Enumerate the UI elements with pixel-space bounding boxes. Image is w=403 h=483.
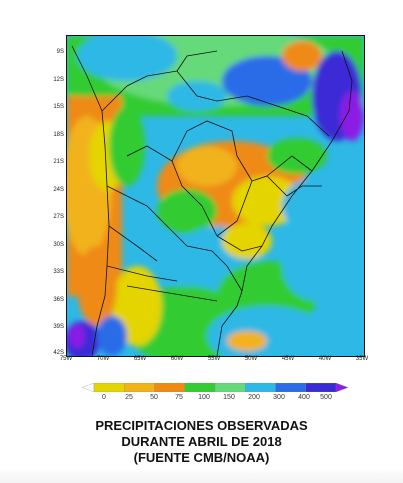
legend-tick: 150 bbox=[223, 394, 235, 401]
lat-label: 18S bbox=[53, 132, 64, 138]
lon-label: 65W bbox=[133, 356, 147, 362]
lat-label: 24S bbox=[53, 187, 64, 193]
lon-label: 55W bbox=[207, 356, 221, 362]
legend-color-swatch bbox=[214, 383, 246, 392]
lon-label: 75W bbox=[59, 356, 73, 362]
lat-label: 21S bbox=[53, 159, 64, 165]
legend-color-swatch bbox=[184, 383, 216, 392]
legend-color-swatch bbox=[82, 383, 95, 392]
map-title: PRECIPITACIONES OBSERVADAS DURANTE ABRIL… bbox=[0, 418, 403, 466]
title-line-3: (FUENTE CMB/NOAA) bbox=[133, 450, 270, 465]
lon-label: 70W bbox=[96, 356, 110, 362]
legend-tick: 500 bbox=[320, 394, 332, 401]
legend-color-swatch bbox=[93, 383, 125, 392]
title-line-1: PRECIPITACIONES OBSERVADAS bbox=[95, 418, 308, 433]
legend-color-swatch bbox=[275, 383, 307, 392]
legend-tick: 100 bbox=[198, 394, 210, 401]
legend-tick: 400 bbox=[298, 394, 310, 401]
legend-tick: 0 bbox=[102, 394, 106, 401]
lat-label: 36S bbox=[53, 297, 64, 303]
legend-color-bar bbox=[82, 383, 348, 392]
legend-color-swatch bbox=[305, 383, 337, 392]
legend-tick: 25 bbox=[125, 394, 133, 401]
lat-label: 30S bbox=[53, 242, 64, 248]
legend-color-swatch bbox=[245, 383, 277, 392]
lon-label: 45W bbox=[281, 356, 295, 362]
lat-label: 42S bbox=[53, 350, 64, 356]
lat-label: 39S bbox=[53, 324, 64, 330]
lat-label: 33S bbox=[53, 269, 64, 275]
lon-label: 35W bbox=[355, 356, 369, 362]
lat-label: 12S bbox=[53, 77, 64, 83]
lon-label: 60W bbox=[170, 356, 184, 362]
legend-tick: 200 bbox=[248, 394, 260, 401]
legend-color-swatch bbox=[124, 383, 156, 392]
lon-label: 40W bbox=[318, 356, 332, 362]
precipitation-map bbox=[66, 35, 365, 357]
lat-label: 15S bbox=[53, 104, 64, 110]
legend-tick: 75 bbox=[175, 394, 183, 401]
bottom-shade bbox=[0, 468, 403, 483]
precipitation-field bbox=[67, 36, 364, 356]
legend-color-swatch bbox=[335, 383, 348, 392]
legend-color-swatch bbox=[154, 383, 186, 392]
lat-label: 27S bbox=[53, 214, 64, 220]
lon-label: 50W bbox=[244, 356, 258, 362]
title-line-2: DURANTE ABRIL DE 2018 bbox=[121, 434, 282, 449]
lat-label: 9S bbox=[56, 49, 64, 55]
legend-tick: 300 bbox=[273, 394, 285, 401]
legend-tick: 50 bbox=[150, 394, 158, 401]
